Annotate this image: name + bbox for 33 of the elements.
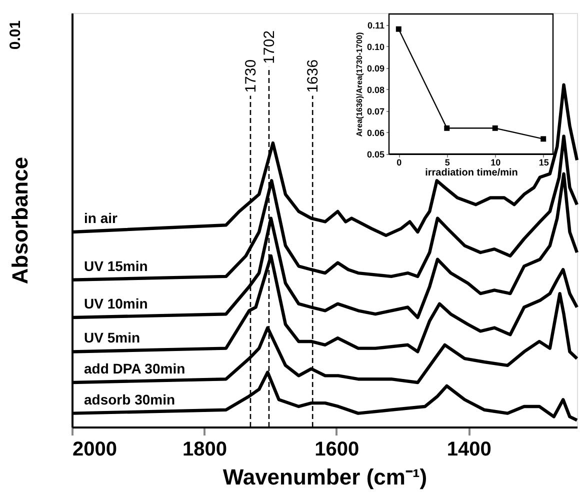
series-label: adsorb 30min — [84, 391, 176, 408]
point — [492, 125, 498, 131]
y-tick-label: 0.10 — [366, 42, 384, 52]
text: 0.01 — [7, 20, 24, 50]
x-tick-label: 1800 — [182, 438, 227, 460]
point — [444, 125, 450, 131]
x-tick-label: 10 — [490, 158, 501, 168]
point — [396, 26, 402, 32]
series-label: in air — [84, 210, 118, 226]
y-tick-label: 0.05 — [366, 150, 384, 160]
ref-line-label: 1636 — [304, 59, 322, 93]
y-tick-label: 0.11 — [367, 20, 384, 30]
ref-line-label: 1702 — [260, 30, 278, 64]
x-tick-label: 2000 — [72, 438, 117, 460]
y-tick-label: 0.08 — [366, 84, 384, 95]
x-axis-title: irradiation time/min — [425, 168, 518, 178]
series-label: UV 5min — [84, 330, 140, 346]
series-label: add DPA 30min — [84, 360, 186, 377]
y-axis-title: Area(1636)/Area(1730-1700) — [354, 32, 364, 137]
series-label: UV 10min — [84, 296, 148, 312]
series-label: UV 15min — [84, 258, 148, 274]
y-tick-label: 0.09 — [366, 63, 384, 74]
y-axis-title: Absorbance — [8, 156, 32, 284]
point — [540, 136, 546, 142]
x-tick-label: 0 — [396, 158, 402, 168]
x-tick-label: 1600 — [314, 438, 360, 460]
x-tick-label: 15 — [538, 158, 549, 168]
x-tick-label: 5 — [444, 158, 450, 168]
y-tick-label: 0.07 — [366, 106, 384, 116]
y-tick-label: 0.06 — [366, 128, 384, 138]
ref-line-label: 1730 — [242, 59, 260, 93]
x-axis-title: Wavenumber (cm⁻¹) — [222, 464, 428, 490]
x-tick-label: 1400 — [446, 438, 492, 460]
